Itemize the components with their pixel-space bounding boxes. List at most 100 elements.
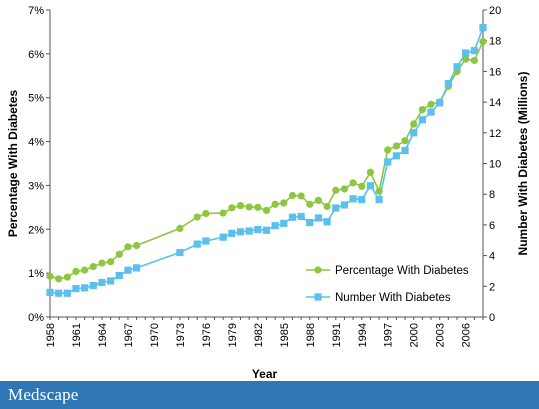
percentage-data-point [427, 100, 435, 108]
x-tick-label: 1958 [45, 323, 57, 347]
x-tick-label: 1985 [279, 323, 291, 347]
percentage-data-point [262, 206, 271, 215]
number-data-point [219, 233, 227, 241]
left-y-tick-label: 3% [28, 180, 44, 192]
number-data-point [228, 229, 236, 237]
number-data-point [55, 289, 63, 297]
percentage-data-point [340, 185, 349, 193]
percentage-data-point [332, 186, 340, 194]
right-y-tick-label: 14 [489, 97, 501, 109]
right-y-tick-label: 16 [489, 66, 501, 78]
number-data-point [72, 285, 80, 293]
left-y-axis-title: Percentage With Diabetes [6, 90, 20, 238]
percentage-data-point [228, 204, 236, 212]
x-tick-label: 2003 [435, 323, 447, 347]
x-tick-label: 1967 [123, 323, 135, 347]
legend-label: Percentage With Diabetes [335, 265, 469, 277]
percentage-data-point [63, 273, 71, 281]
percentage-series-line [49, 41, 484, 280]
percentage-data-point [375, 187, 383, 195]
percentage-data-point [176, 224, 184, 233]
number-data-point [133, 264, 141, 272]
percentage-data-point [306, 200, 314, 208]
series-markers [46, 24, 487, 297]
number-data-point [271, 222, 279, 230]
number-data-point [323, 218, 331, 226]
right-y-tick-label: 18 [489, 36, 501, 48]
percentage-data-point [392, 142, 400, 150]
number-data-point [193, 240, 201, 248]
percentage-data-point [288, 191, 297, 200]
percentage-data-point [98, 259, 106, 267]
number-data-point [63, 289, 71, 297]
legend-label: Number With Diabetes [335, 292, 451, 304]
number-data-point [340, 201, 349, 209]
number-data-point [236, 228, 245, 236]
number-data-point [462, 49, 470, 57]
percentage-data-point [366, 168, 375, 176]
left-y-tick-label: 7% [28, 5, 44, 17]
number-data-point [176, 248, 184, 257]
percentage-data-point [470, 56, 478, 65]
number-data-point [314, 214, 323, 222]
x-tick-label: 1976 [201, 323, 213, 347]
x-tick-label: 1988 [305, 323, 317, 347]
number-data-point [288, 213, 297, 221]
number-data-point [107, 277, 115, 285]
x-tick-label: 1994 [357, 323, 369, 347]
percentage-data-point [462, 55, 470, 63]
number-data-point [46, 288, 54, 297]
number-data-point [332, 204, 340, 212]
x-tick-label: 1991 [331, 323, 343, 347]
percentage-data-point [46, 272, 54, 280]
number-data-point [202, 237, 210, 245]
left-y-tick-label: 6% [28, 49, 44, 61]
percentage-data-point [384, 146, 392, 154]
number-data-point [444, 80, 452, 88]
percentage-data-point [254, 203, 262, 211]
number-data-point [245, 227, 253, 235]
footer-bar: Medscape [0, 381, 539, 409]
percentage-data-point [124, 243, 132, 251]
x-tick-label: 1997 [383, 323, 395, 347]
percentage-data-point [297, 192, 305, 200]
percentage-data-point [358, 182, 366, 190]
medscape-logo: Medscape [8, 385, 79, 404]
percentage-data-point [107, 258, 115, 266]
axes: 0% 1% 2% 3% 4% 5% 6% 7% 0 2 4 6 8 10 12 14 16 18 20 1958 196… [6, 5, 530, 381]
percentage-data-point [81, 266, 89, 274]
number-data-point [89, 281, 97, 290]
number-data-point [349, 195, 357, 203]
percentage-data-point [314, 196, 323, 204]
number-data-point [366, 182, 375, 190]
number-data-point [297, 212, 305, 221]
right-y-tick-label: 10 [489, 159, 501, 171]
x-tick-label: 1964 [97, 323, 109, 347]
x-tick-label: 2000 [409, 323, 421, 347]
percentage-data-point [115, 250, 123, 258]
number-data-point [81, 284, 89, 292]
percentage-data-point [236, 202, 245, 210]
percentage-data-point [271, 200, 279, 208]
series-lines [49, 27, 484, 295]
right-y-tick-label: 4 [489, 251, 495, 263]
x-tick-label: 2006 [461, 323, 473, 347]
number-data-point [306, 218, 314, 227]
percentage-data-point [410, 120, 418, 128]
left-y-tick-label: 4% [28, 137, 44, 149]
right-y-tick-label: 20 [489, 5, 501, 17]
x-tick-label: 1979 [227, 323, 239, 347]
number-data-point [470, 47, 478, 55]
percentage-data-point [280, 199, 288, 207]
percentage-data-point [245, 203, 253, 211]
percentage-data-point [349, 179, 357, 187]
number-data-point [453, 63, 461, 71]
percentage-data-point [89, 262, 97, 271]
x-tick-label: 1961 [71, 323, 83, 347]
percentage-data-point [55, 275, 63, 283]
right-y-tick-label: 8 [489, 189, 495, 201]
percentage-data-point [193, 213, 201, 221]
left-y-tick-label: 0% [28, 312, 44, 324]
right-y-tick-label: 0 [489, 312, 495, 324]
percentage-data-point [133, 241, 141, 250]
